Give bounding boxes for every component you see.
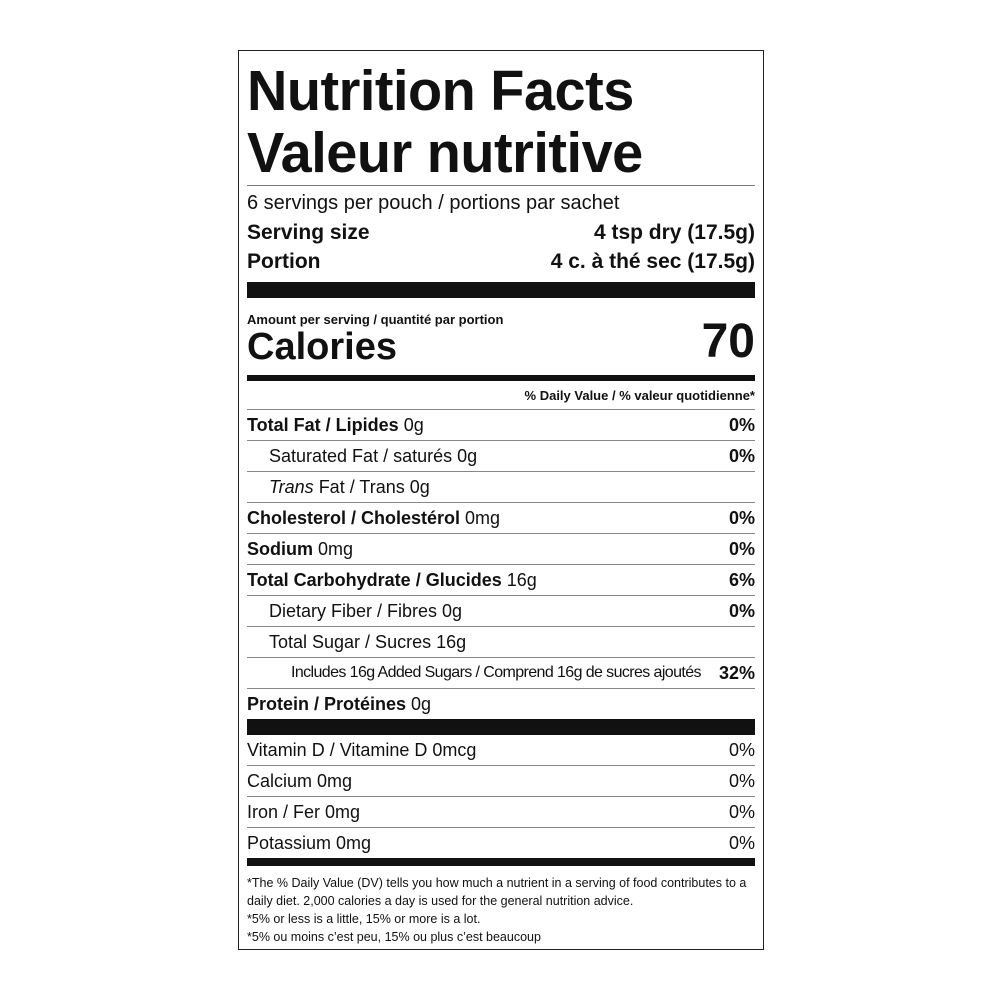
nutrient-amount: 0g [452, 445, 478, 466]
nutrient-daily-value: 0% [728, 600, 755, 621]
nutrient-row: Total Fat / Lipides 0g 0% [247, 409, 755, 440]
nutrient-label: Total Fat / Lipides 0g [247, 415, 424, 436]
nutrient-row: Protein / Protéines 0g [247, 688, 755, 719]
vitamin-row: Iron / Fer 0mg 0% [247, 796, 755, 827]
nutrient-name: Sodium [247, 538, 313, 559]
vitamin-daily-value: 0% [728, 739, 755, 760]
nutrient-row: Cholesterol / Cholestérol 0mg 0% [247, 502, 755, 533]
calories-row: Calories 70 [247, 315, 755, 369]
calories-label: Calories [247, 326, 397, 368]
nutrient-amount: 0mg [313, 538, 354, 559]
nutrient-daily-value: 6% [728, 569, 755, 590]
daily-value-header: % Daily Value / % valeur quotidienne* [247, 381, 755, 409]
nutrient-amount: 0g [404, 476, 430, 497]
nutrient-name: Saturated Fat / saturés [269, 445, 453, 466]
vitamin-label: Iron / Fer 0mg [247, 801, 361, 822]
nutrient-name: Dietary Fiber / Fibres [269, 600, 438, 621]
nutrient-row: Includes 16g Added Sugars / Comprend 16g… [247, 657, 755, 688]
nutrient-name: Total Carbohydrate / Glucides [247, 569, 502, 590]
vitamin-daily-value: 0% [728, 801, 755, 822]
nutrient-label: Total Carbohydrate / Glucides 16g [247, 570, 537, 591]
vitamin-label: Calcium 0mg [247, 770, 353, 791]
vitamin-daily-value: 0% [728, 770, 755, 791]
nutrient-label: Includes 16g Added Sugars / Comprend 16g… [247, 664, 702, 682]
nutrient-amount: 16g [501, 569, 537, 590]
nutrient-amount: 0mg [460, 507, 501, 528]
nutrient-amount: 16g [431, 631, 467, 652]
medium-divider [247, 375, 755, 381]
nutrient-daily-value: 32% [718, 662, 755, 683]
nutrient-name: Total Sugar / Sucres [269, 631, 432, 652]
servings-per-container: 6 servings per pouch / portions par sach… [247, 188, 755, 218]
nutrient-label: Dietary Fiber / Fibres 0g [247, 601, 462, 622]
nutrient-daily-value: 0% [728, 507, 755, 528]
nutrient-name: Total Fat / Lipides [247, 414, 399, 435]
portion-label: Portion [247, 249, 321, 273]
nutrient-daily-value: 0% [728, 414, 755, 435]
vitamin-row: Calcium 0mg 0% [247, 765, 755, 796]
medium-divider [247, 858, 755, 866]
nutrient-daily-value: 0% [728, 538, 755, 559]
nutrient-name: Fat / Trans [313, 476, 405, 497]
portion-row: Portion 4 c. à thé sec (17.5g) [247, 247, 755, 276]
nutrient-name-italic: Trans [269, 476, 314, 497]
nutrient-amount: 0g [406, 693, 432, 714]
nutrition-facts-label: Nutrition Facts Valeur nutritive 6 servi… [238, 50, 764, 950]
footnotes: *The % Daily Value (DV) tells you how mu… [247, 874, 755, 946]
vitamin-label: Potassium 0mg [247, 832, 372, 853]
serving-size-value: 4 tsp dry (17.5g) [593, 220, 755, 244]
footnote: *5% or less is a little, 15% or more is … [247, 912, 481, 926]
dv-header-text: % Daily Value / % valeur quotidienne* [524, 387, 755, 403]
footnote: *The % Daily Value (DV) tells you how mu… [247, 876, 747, 908]
nutrient-name: Includes 16g Added Sugars / Comprend 16g… [291, 664, 702, 681]
nutrient-row: Total Carbohydrate / Glucides 16g 6% [247, 564, 755, 595]
nutrient-label: Trans Fat / Trans 0g [247, 477, 430, 498]
calories-value: 70 [701, 315, 755, 368]
nutrient-name: Protein / Protéines [247, 693, 407, 714]
title-en: Nutrition Facts [247, 59, 634, 123]
nutrient-label: Saturated Fat / saturés 0g [247, 446, 477, 467]
nutrient-label: Sodium 0mg [247, 539, 353, 560]
nutrient-row: Trans Fat / Trans 0g [247, 471, 755, 502]
vitamin-row: Potassium 0mg 0% [247, 827, 755, 858]
amount-per-serving: Amount per serving / quantité par portio… [247, 312, 504, 327]
nutrient-label: Total Sugar / Sucres 16g [247, 632, 466, 653]
serving-size-row: Serving size 4 tsp dry (17.5g) [247, 218, 755, 247]
vitamin-list: Vitamin D / Vitamine D 0mcg 0% Calcium 0mg… [247, 735, 755, 858]
footnote: *5% ou moins c’est peu, 15% ou plus c’es… [247, 930, 541, 944]
divider [247, 185, 755, 186]
nutrient-row: Sodium 0mg 0% [247, 533, 755, 564]
vitamin-daily-value: 0% [728, 832, 755, 853]
servings-text: 6 servings per pouch / portions par sach… [247, 191, 620, 214]
nutrient-amount: 0g [437, 600, 463, 621]
serving-size-label: Serving size [247, 220, 370, 244]
vitamin-label: Vitamin D / Vitamine D 0mcg [247, 739, 477, 760]
thick-divider [247, 719, 755, 735]
nutrient-row: Total Sugar / Sucres 16g [247, 626, 755, 657]
nutrient-label: Cholesterol / Cholestérol 0mg [247, 508, 500, 529]
nutrient-name: Cholesterol / Cholestérol [247, 507, 461, 528]
nutrient-row: Saturated Fat / saturés 0g 0% [247, 440, 755, 471]
thick-divider [247, 282, 755, 298]
portion-value: 4 c. à thé sec (17.5g) [550, 249, 755, 273]
title-fr: Valeur nutritive [247, 121, 643, 185]
nutrient-row: Dietary Fiber / Fibres 0g 0% [247, 595, 755, 626]
nutrient-label: Protein / Protéines 0g [247, 694, 431, 715]
nutrient-amount: 0g [398, 414, 424, 435]
nutrient-daily-value: 0% [728, 445, 755, 466]
vitamin-row: Vitamin D / Vitamine D 0mcg 0% [247, 735, 755, 765]
nutrient-list: Total Fat / Lipides 0g 0% Saturated Fat / … [247, 409, 755, 719]
